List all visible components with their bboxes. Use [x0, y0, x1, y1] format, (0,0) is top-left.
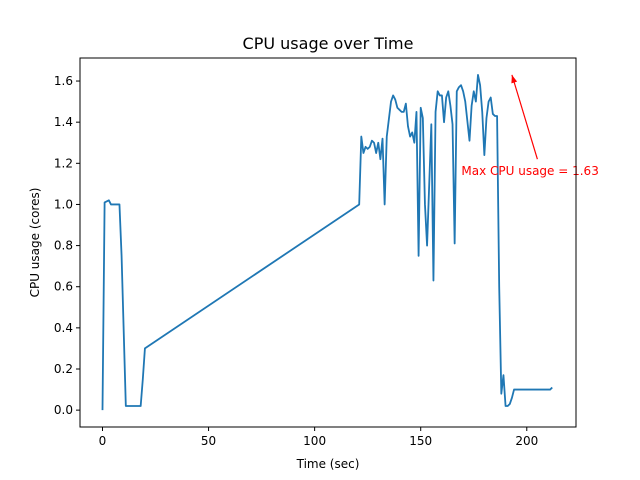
x-tick-label: 200 [515, 434, 538, 448]
x-axis-label: Time (sec) [296, 457, 360, 471]
plot-area: 0 50 100 150 200 0.0 0.2 0.4 0.6 0.8 1.0 1.2 1.4 1.6 M… [54, 73, 599, 448]
y-tick-label: 0.2 [54, 362, 73, 376]
annotation-text: Max CPU usage = 1.63 [461, 164, 598, 178]
y-tick-label: 0.0 [54, 403, 73, 417]
axes-frame [79, 57, 577, 428]
cpu-usage-line [101, 73, 553, 411]
y-tick-label: 1.6 [54, 74, 73, 88]
chart-title: CPU usage over Time [243, 34, 414, 53]
y-tick-label: 0.4 [54, 321, 73, 335]
annotation-arrow-shaft [511, 74, 538, 160]
y-tick-label: 1.2 [54, 156, 73, 170]
y-tick-label: 0.6 [54, 280, 73, 294]
y-tick-label: 1.0 [54, 197, 73, 211]
annotation-arrow-head [511, 74, 518, 84]
x-tick-label: 100 [303, 434, 326, 448]
x-tick-label: 50 [201, 434, 216, 448]
x-tick-label: 150 [409, 434, 432, 448]
x-tick-label: 0 [99, 434, 107, 448]
y-tick-label: 1.4 [54, 115, 73, 129]
y-tick-label: 0.8 [54, 239, 73, 253]
y-axis-label: CPU usage (cores) [28, 188, 42, 298]
max-usage-annotation: Max CPU usage = 1.63 [461, 74, 599, 178]
